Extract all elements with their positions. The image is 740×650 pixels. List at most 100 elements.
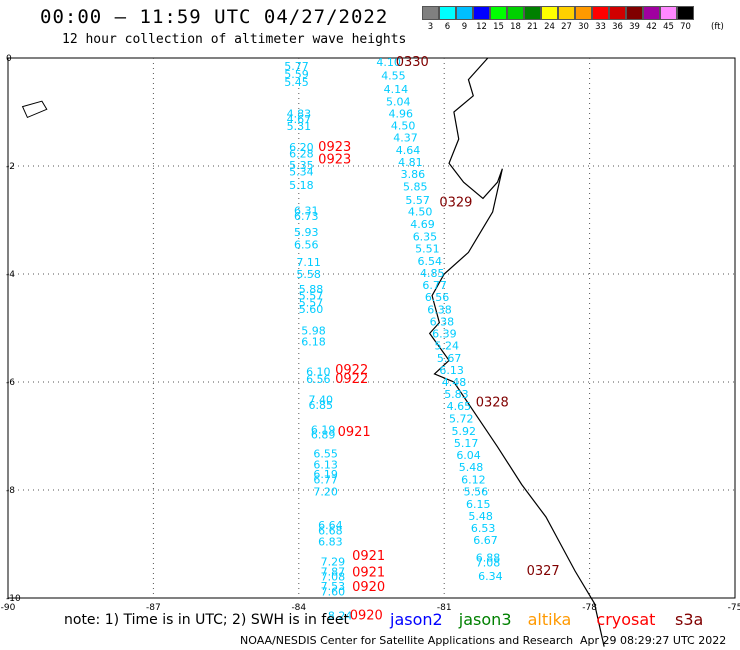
color-scale-cell xyxy=(473,6,490,20)
wave-height-reading: 6.67 xyxy=(473,534,498,547)
wave-height-reading: 6.28 xyxy=(289,147,314,160)
color-scale-label: 39 xyxy=(629,22,640,32)
wave-height-reading: 5.51 xyxy=(415,242,440,255)
wave-height-reading: 4.67 xyxy=(287,113,312,126)
wave-height-reading: 3.86 xyxy=(401,168,426,181)
footer-note: note: 1) Time is in UTC; 2) SWH is in fe… xyxy=(64,612,350,628)
wave-height-reading: 6.56 xyxy=(306,373,331,386)
wave-height-reading: 6.88 xyxy=(476,551,501,564)
y-tick-label: -2 xyxy=(6,162,15,172)
wave-height-reading: 6.19 xyxy=(313,468,338,481)
wave-height-reading: 6.73 xyxy=(294,210,319,223)
wave-height-reading: 5.17 xyxy=(454,437,479,450)
wave-height-reading: 6.13 xyxy=(313,458,338,471)
color-scale-cell xyxy=(609,6,626,20)
color-scale-label: 42 xyxy=(646,22,657,32)
wave-height-reading: 7.08 xyxy=(321,571,346,584)
color-scale-labels: 3 6 9 12 15 18 21 24 27 30 33 36 39 42 45 70 xyxy=(422,22,694,32)
color-scale-label: 18 xyxy=(510,22,521,32)
footer-date: Apr 29 08:29:27 UTC 2022 xyxy=(580,634,727,647)
wave-height-reading: 5.57 xyxy=(405,194,430,207)
wave-height-reading: 6.04 xyxy=(456,449,481,462)
wave-height-reading: 4.55 xyxy=(381,70,406,83)
wave-height-reading: 4.14 xyxy=(384,83,409,96)
x-tick-label: -87 xyxy=(146,603,161,613)
pass-time-label: 0921 xyxy=(352,549,385,564)
pass-time-label: 0922 xyxy=(335,363,368,378)
wave-height-reading: 7.29 xyxy=(321,556,346,569)
wave-height-reading: 5.98 xyxy=(301,324,326,337)
wave-height-reading: 6.19 xyxy=(311,423,336,436)
legend-entry: jason2 xyxy=(390,610,443,629)
color-scale-cell xyxy=(490,6,507,20)
color-scale-cell xyxy=(456,6,473,20)
x-tick-label: -75 xyxy=(728,603,740,613)
pass-time-label: 0921 xyxy=(352,565,385,580)
color-scale-label: 6 xyxy=(444,22,451,32)
color-scale-cell xyxy=(524,6,541,20)
galapagos-island xyxy=(21,100,48,119)
wave-height-reading: 6.64 xyxy=(318,519,343,532)
pass-time-label: 0920 xyxy=(352,580,385,595)
wave-height-reading: 6.77 xyxy=(422,279,447,292)
color-scale-cell xyxy=(422,6,439,20)
wave-height-reading: 6.18 xyxy=(301,335,326,348)
wave-height-reading: 6.31 xyxy=(294,205,319,218)
wave-height-reading: 5.57 xyxy=(299,296,324,309)
wave-height-reading: 6.56 xyxy=(425,291,450,304)
wave-height-reading: 4.50 xyxy=(391,119,416,132)
wave-height-reading: 6.38 xyxy=(427,303,452,316)
pass-time-label: 0923 xyxy=(318,140,351,155)
wave-height-reading: 5.58 xyxy=(296,268,321,281)
wave-height-reading: 5.93 xyxy=(294,226,319,239)
wave-height-reading: 4.69 xyxy=(410,218,435,231)
wave-height-reading: 4.10 xyxy=(376,56,401,69)
color-scale-cell xyxy=(626,6,643,20)
coastline xyxy=(428,57,605,647)
legend-entry: s3a xyxy=(675,610,704,629)
wave-height-reading: 5.24 xyxy=(435,340,460,353)
wave-height-reading: 4.64 xyxy=(396,144,421,157)
color-scale-label: 24 xyxy=(544,22,555,32)
color-scale-cell xyxy=(575,6,592,20)
wave-height-reading: 6.77 xyxy=(313,474,338,487)
color-scale-label: 15 xyxy=(493,22,504,32)
legend-entry: altika xyxy=(527,610,572,629)
color-scale-cell xyxy=(592,6,609,20)
wave-height-reading: 6.20 xyxy=(289,141,314,154)
wave-height-reading: 5.18 xyxy=(289,179,314,192)
wave-height-reading: 5.59 xyxy=(284,68,309,81)
color-scale-label: 27 xyxy=(561,22,572,32)
wave-height-reading: 5.31 xyxy=(287,120,312,133)
footer-credit: NOAA/NESDIS Center for Satellite Applica… xyxy=(240,634,574,647)
wave-height-reading: 4.37 xyxy=(393,132,418,145)
wave-height-reading: 6.13 xyxy=(439,364,464,377)
wave-height-reading: 4.83 xyxy=(287,107,312,120)
pass-time-label: 0922 xyxy=(335,372,368,387)
wave-height-reading: 5.67 xyxy=(437,352,462,365)
wave-height-reading: 6.35 xyxy=(413,231,438,244)
y-tick-label: -6 xyxy=(6,378,15,388)
pass-time-label: 0327 xyxy=(527,564,560,579)
wave-height-reading: 6.34 xyxy=(478,570,503,583)
pass-time-label: 0923 xyxy=(318,152,351,167)
wave-height-reading: 6.89 xyxy=(311,429,336,442)
legend-entry: jason3 xyxy=(458,610,512,629)
color-scale-bar xyxy=(422,6,694,20)
pass-time-label: 0330 xyxy=(396,55,429,70)
pass-time-label: 0920 xyxy=(350,609,383,624)
wave-height-reading: 5.57 xyxy=(299,289,324,302)
wave-height-reading: 7.40 xyxy=(308,394,333,407)
color-scale-label: 33 xyxy=(595,22,606,32)
color-scale-label: 70 xyxy=(680,22,691,32)
wave-height-reading: 5.83 xyxy=(444,388,469,401)
x-tick-label: -81 xyxy=(437,603,452,613)
wave-height-reading: 6.38 xyxy=(430,315,455,328)
x-tick-label: -90 xyxy=(1,603,16,613)
wave-height-reading: 6.53 xyxy=(471,522,496,535)
color-scale-cell xyxy=(439,6,456,20)
wave-height-reading: 4.96 xyxy=(388,107,413,120)
wave-height-reading: 5.48 xyxy=(468,510,493,523)
pass-time-label: 0921 xyxy=(338,425,371,440)
